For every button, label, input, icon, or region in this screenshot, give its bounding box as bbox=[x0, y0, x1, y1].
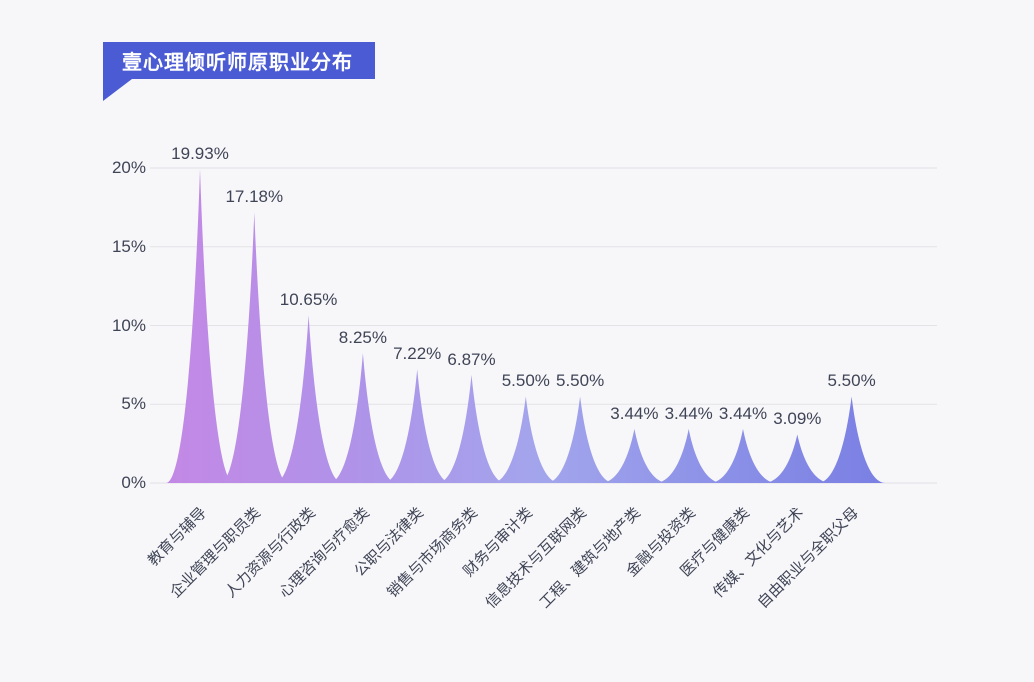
title-badge-tail bbox=[103, 79, 132, 101]
peak-shape bbox=[437, 374, 506, 483]
peak-shape bbox=[654, 428, 723, 483]
value-label: 6.87% bbox=[447, 349, 496, 369]
peak-shape bbox=[328, 353, 397, 483]
peak-shape bbox=[709, 428, 777, 483]
peak-shape bbox=[274, 315, 343, 483]
y-axis-tick-label: 0% bbox=[121, 473, 146, 492]
value-label: 3.44% bbox=[718, 403, 768, 423]
chart-title: 壹心理倾听师原职业分布 bbox=[122, 52, 353, 74]
peak-shape bbox=[383, 369, 452, 483]
peak-shape bbox=[763, 434, 832, 483]
value-label: 5.50% bbox=[501, 371, 550, 391]
value-label: 7.22% bbox=[393, 344, 442, 364]
peak-shape bbox=[220, 212, 289, 484]
title-badge: 壹心理倾听师原职业分布 bbox=[103, 42, 375, 79]
y-axis-tick-label: 5% bbox=[121, 394, 146, 414]
peak-shape bbox=[600, 428, 669, 483]
y-axis-tick-label: 10% bbox=[111, 315, 146, 335]
value-label: 19.93% bbox=[171, 144, 229, 164]
peak-shape bbox=[817, 396, 886, 483]
y-axis-tick-label: 15% bbox=[111, 236, 146, 256]
peak-series bbox=[166, 169, 886, 484]
value-label: 3.44% bbox=[610, 403, 659, 423]
peak-shape bbox=[491, 396, 560, 483]
value-label: 5.50% bbox=[827, 371, 876, 391]
value-label: 10.65% bbox=[279, 290, 338, 310]
value-label: 3.09% bbox=[773, 409, 822, 429]
peak-shape bbox=[166, 169, 234, 484]
value-label: 8.25% bbox=[338, 328, 387, 348]
value-label: 3.44% bbox=[664, 403, 713, 423]
value-label: 5.50% bbox=[555, 371, 605, 391]
value-label: 17.18% bbox=[225, 187, 284, 207]
y-axis-tick-label: 20% bbox=[111, 158, 146, 177]
peak-shape bbox=[546, 396, 615, 483]
